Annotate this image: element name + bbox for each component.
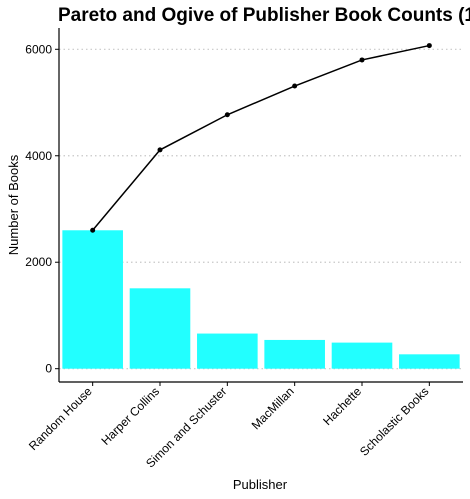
y-tick-label: 6000 [25, 42, 52, 56]
bars [62, 230, 460, 369]
ogive-point [224, 112, 230, 118]
axes [58, 28, 463, 383]
ogive-point [359, 57, 365, 63]
ogive-point [157, 147, 163, 153]
x-tick-label: Random House [26, 384, 95, 453]
bar [129, 288, 191, 369]
x-tick-label: Scholastic Books [357, 384, 432, 459]
x-axis-label: Publisher [233, 477, 288, 492]
bar [399, 354, 460, 369]
bar [197, 333, 258, 369]
ogive-line-series [90, 43, 432, 233]
x-tick-label: Harper Collins [98, 384, 162, 448]
y-axis-label: Number of Books [6, 154, 21, 255]
y-tick-label: 0 [45, 362, 52, 376]
ogive-line [92, 44, 430, 231]
x-tick-label: Hachette [320, 384, 364, 428]
bar [264, 339, 325, 369]
x-tick-label: MacMillan [249, 384, 297, 432]
chart-title: Pareto and Ogive of Publisher Book Count… [58, 5, 470, 26]
bar [62, 230, 123, 369]
y-axis-ticks: 0 2000 4000 6000 [25, 42, 59, 376]
ogive-point [426, 43, 432, 49]
y-tick-label: 4000 [25, 149, 52, 163]
ogive-point [90, 227, 96, 233]
ogive-point [292, 83, 298, 89]
y-tick-label: 2000 [25, 255, 52, 269]
bar [331, 342, 393, 369]
